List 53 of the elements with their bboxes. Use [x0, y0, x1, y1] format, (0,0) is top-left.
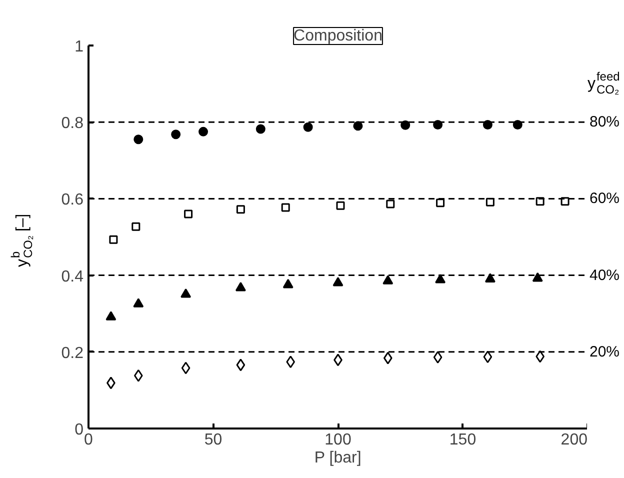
- ref-line-label: 40%: [590, 266, 620, 284]
- chart-title: Composition: [294, 28, 382, 44]
- x-tick-label: 100: [324, 432, 352, 448]
- point: [236, 205, 245, 214]
- y-tick-label: 0.4: [61, 268, 84, 286]
- point: [171, 130, 181, 140]
- point: [382, 275, 394, 284]
- point: [256, 124, 266, 134]
- point: [433, 351, 442, 364]
- point: [400, 120, 410, 130]
- point: [433, 120, 443, 130]
- point: [133, 298, 144, 308]
- point: [181, 362, 190, 374]
- point: [512, 120, 522, 130]
- y-tick-label: 0.8: [61, 115, 84, 132]
- ref-line-label: 20%: [590, 343, 620, 360]
- point: [286, 356, 296, 368]
- point: [435, 274, 446, 284]
- point: [482, 120, 492, 130]
- point: [386, 200, 395, 208]
- y-tick-label: 0.2: [61, 344, 84, 362]
- point: [560, 197, 570, 206]
- y-tick-label: 1: [74, 38, 84, 56]
- point: [336, 201, 345, 210]
- point: [332, 277, 344, 286]
- point: [383, 352, 392, 364]
- ref-line-label: 80%: [590, 114, 620, 131]
- point: [436, 198, 445, 208]
- point: [484, 273, 496, 282]
- point: [106, 311, 116, 320]
- point: [134, 369, 143, 382]
- y-axis-title: ybCO₂ [–]: [8, 214, 36, 267]
- y-tick-label: 0.6: [61, 192, 84, 209]
- point: [235, 282, 246, 292]
- point: [236, 358, 246, 372]
- point: [536, 350, 545, 363]
- ref-line-label: 60%: [590, 190, 620, 208]
- x-tick-label: 50: [204, 432, 222, 448]
- point: [282, 278, 294, 288]
- point: [180, 288, 192, 298]
- point: [532, 272, 543, 282]
- point: [134, 134, 144, 144]
- point: [184, 210, 193, 218]
- point: [109, 235, 118, 244]
- x-axis-title: P [bar]: [314, 450, 362, 466]
- point: [198, 126, 208, 136]
- point: [483, 350, 492, 364]
- x-tick-label: 200: [560, 432, 588, 448]
- point: [132, 222, 140, 231]
- x-tick-label: 150: [449, 432, 476, 448]
- point: [303, 122, 313, 132]
- point: [281, 203, 290, 212]
- point: [353, 121, 363, 131]
